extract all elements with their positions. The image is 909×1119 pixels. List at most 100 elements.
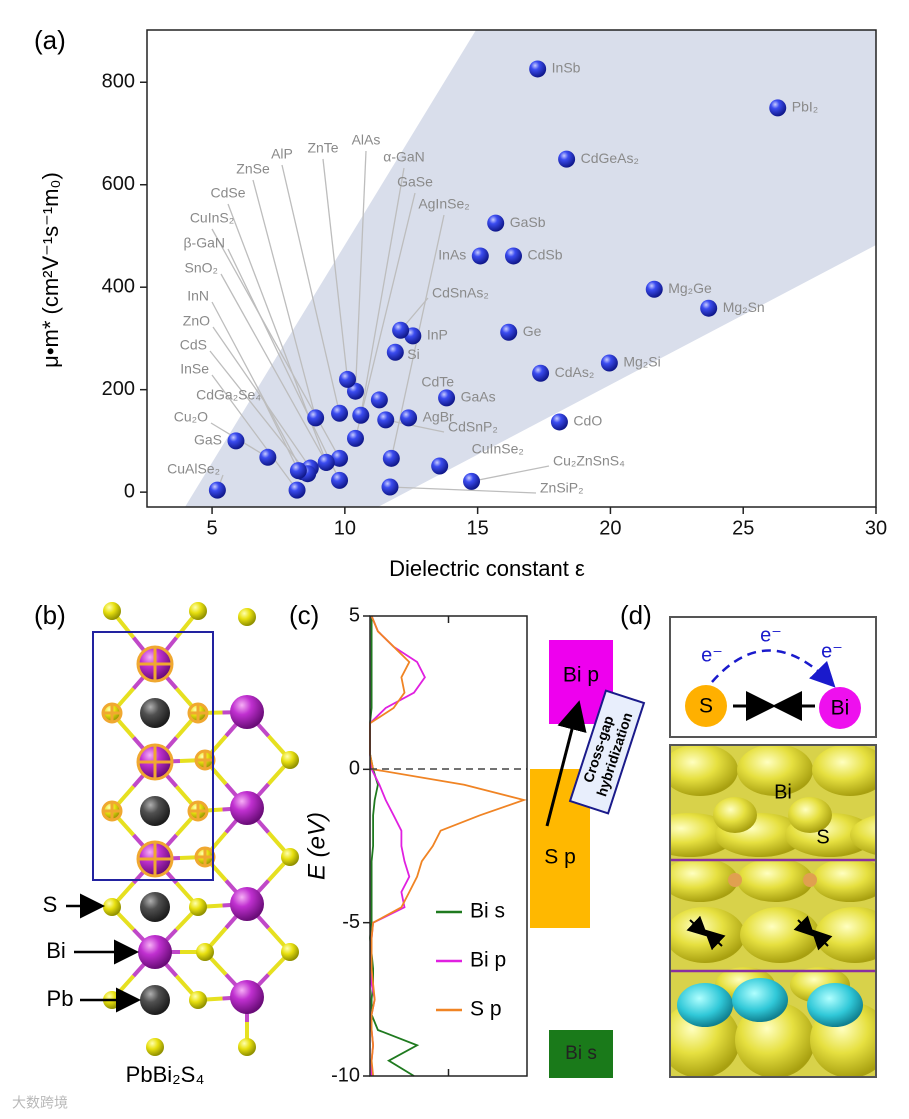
isosurface [713,797,757,833]
x-tick-label: 30 [865,517,887,539]
y-tick-label: 0 [124,480,135,502]
data-point [208,481,226,499]
point-label: CuInSe₂ [472,441,524,457]
electron-path [711,649,836,688]
point-label: α-GaN [383,149,425,165]
point-label: Mg₂Si [623,354,660,370]
atom [140,796,170,826]
isosurface [740,907,820,963]
point-label: AlAs [352,132,381,148]
data-point [645,280,663,298]
atom-site [803,873,817,887]
data-point [463,472,481,490]
electron-label: e⁻ [821,640,843,662]
y-tick-label: -10 [331,1064,360,1086]
data-point [331,404,349,422]
atom [238,1038,256,1056]
point-label: β-GaN [183,235,225,251]
leader-line [389,486,537,494]
leader-line [263,400,299,471]
annotation-frame [568,689,646,815]
legend-label: S p [470,998,502,1021]
legend-label: Bi p [470,949,506,972]
atom [103,898,121,916]
data-point [431,457,449,475]
point-label: CdS [180,337,207,353]
atom [140,985,170,1015]
data-point [331,449,349,467]
isosurface [850,815,876,855]
density-frame [669,744,877,1078]
x-tick-label: 15 [467,517,489,539]
atom-label: S [816,826,829,848]
leader-line [354,150,367,392]
y-tick-label: -5 [342,911,360,933]
atom [103,602,121,620]
leader-line [227,248,341,481]
data-point [558,150,576,168]
data-point [392,321,410,339]
s-atom [685,685,727,727]
atom [230,887,264,921]
panel-label: (c) [289,600,319,630]
atom [281,848,299,866]
atom [281,943,299,961]
point-label: CdSe [210,185,245,201]
point-label: InSb [552,60,581,76]
point-label: CdAs₂ [555,364,595,380]
data-point [386,343,404,361]
band-label: S p [544,846,576,869]
atom-label: Bi [774,781,792,803]
y-tick-label: 400 [102,275,135,297]
point-label: CdSnP₂ [448,419,498,435]
atom [238,608,256,626]
data-point [288,481,306,499]
x-tick-label: 20 [599,517,621,539]
dos-line [369,615,528,1077]
leader-line [360,167,405,416]
y-axis-label: μ•m* (cm²V⁻¹s⁻¹m₀) [38,172,63,368]
atom [140,698,170,728]
y-tick-label: 0 [349,758,360,780]
point-label: InAs [438,247,466,263]
data-point [289,462,307,480]
data-point [529,60,547,78]
atom [189,898,207,916]
atom-label: S [699,695,713,718]
isosurface [737,745,813,796]
point-label: CdSnAs₂ [432,285,489,301]
charge-density [670,745,876,1077]
bi-atom [819,687,861,729]
legend-label: Bi s [470,900,505,923]
isosurface [812,745,876,796]
data-point [227,432,245,450]
y-tick-label: 800 [102,71,135,93]
leader-line [252,179,317,419]
atom [140,892,170,922]
x-axis-label: Dielectric constant ε [389,556,585,581]
arrow [545,700,587,827]
point-label: GaSb [510,214,546,230]
point-label: CdTe [421,374,454,390]
unit-cell [92,631,214,881]
isosurface [815,907,876,963]
points [208,60,787,499]
electron-label: e⁻ [701,644,723,666]
isosurface [807,983,863,1027]
formula: PbBi₂S₄ [126,1062,205,1087]
atom-label: Bi [831,697,850,720]
isosurface [737,858,813,902]
data-point [377,411,395,429]
data-point [317,453,335,471]
data-point [382,449,400,467]
atom [196,943,214,961]
band-label: Bi s [565,1043,597,1064]
leader-line [322,158,349,380]
atom [189,991,207,1009]
point-label: InN [187,288,209,304]
data-point [504,247,522,265]
dos-line [369,616,420,1077]
isosurface [788,797,832,833]
atom [138,935,172,969]
leader-line [211,374,298,491]
